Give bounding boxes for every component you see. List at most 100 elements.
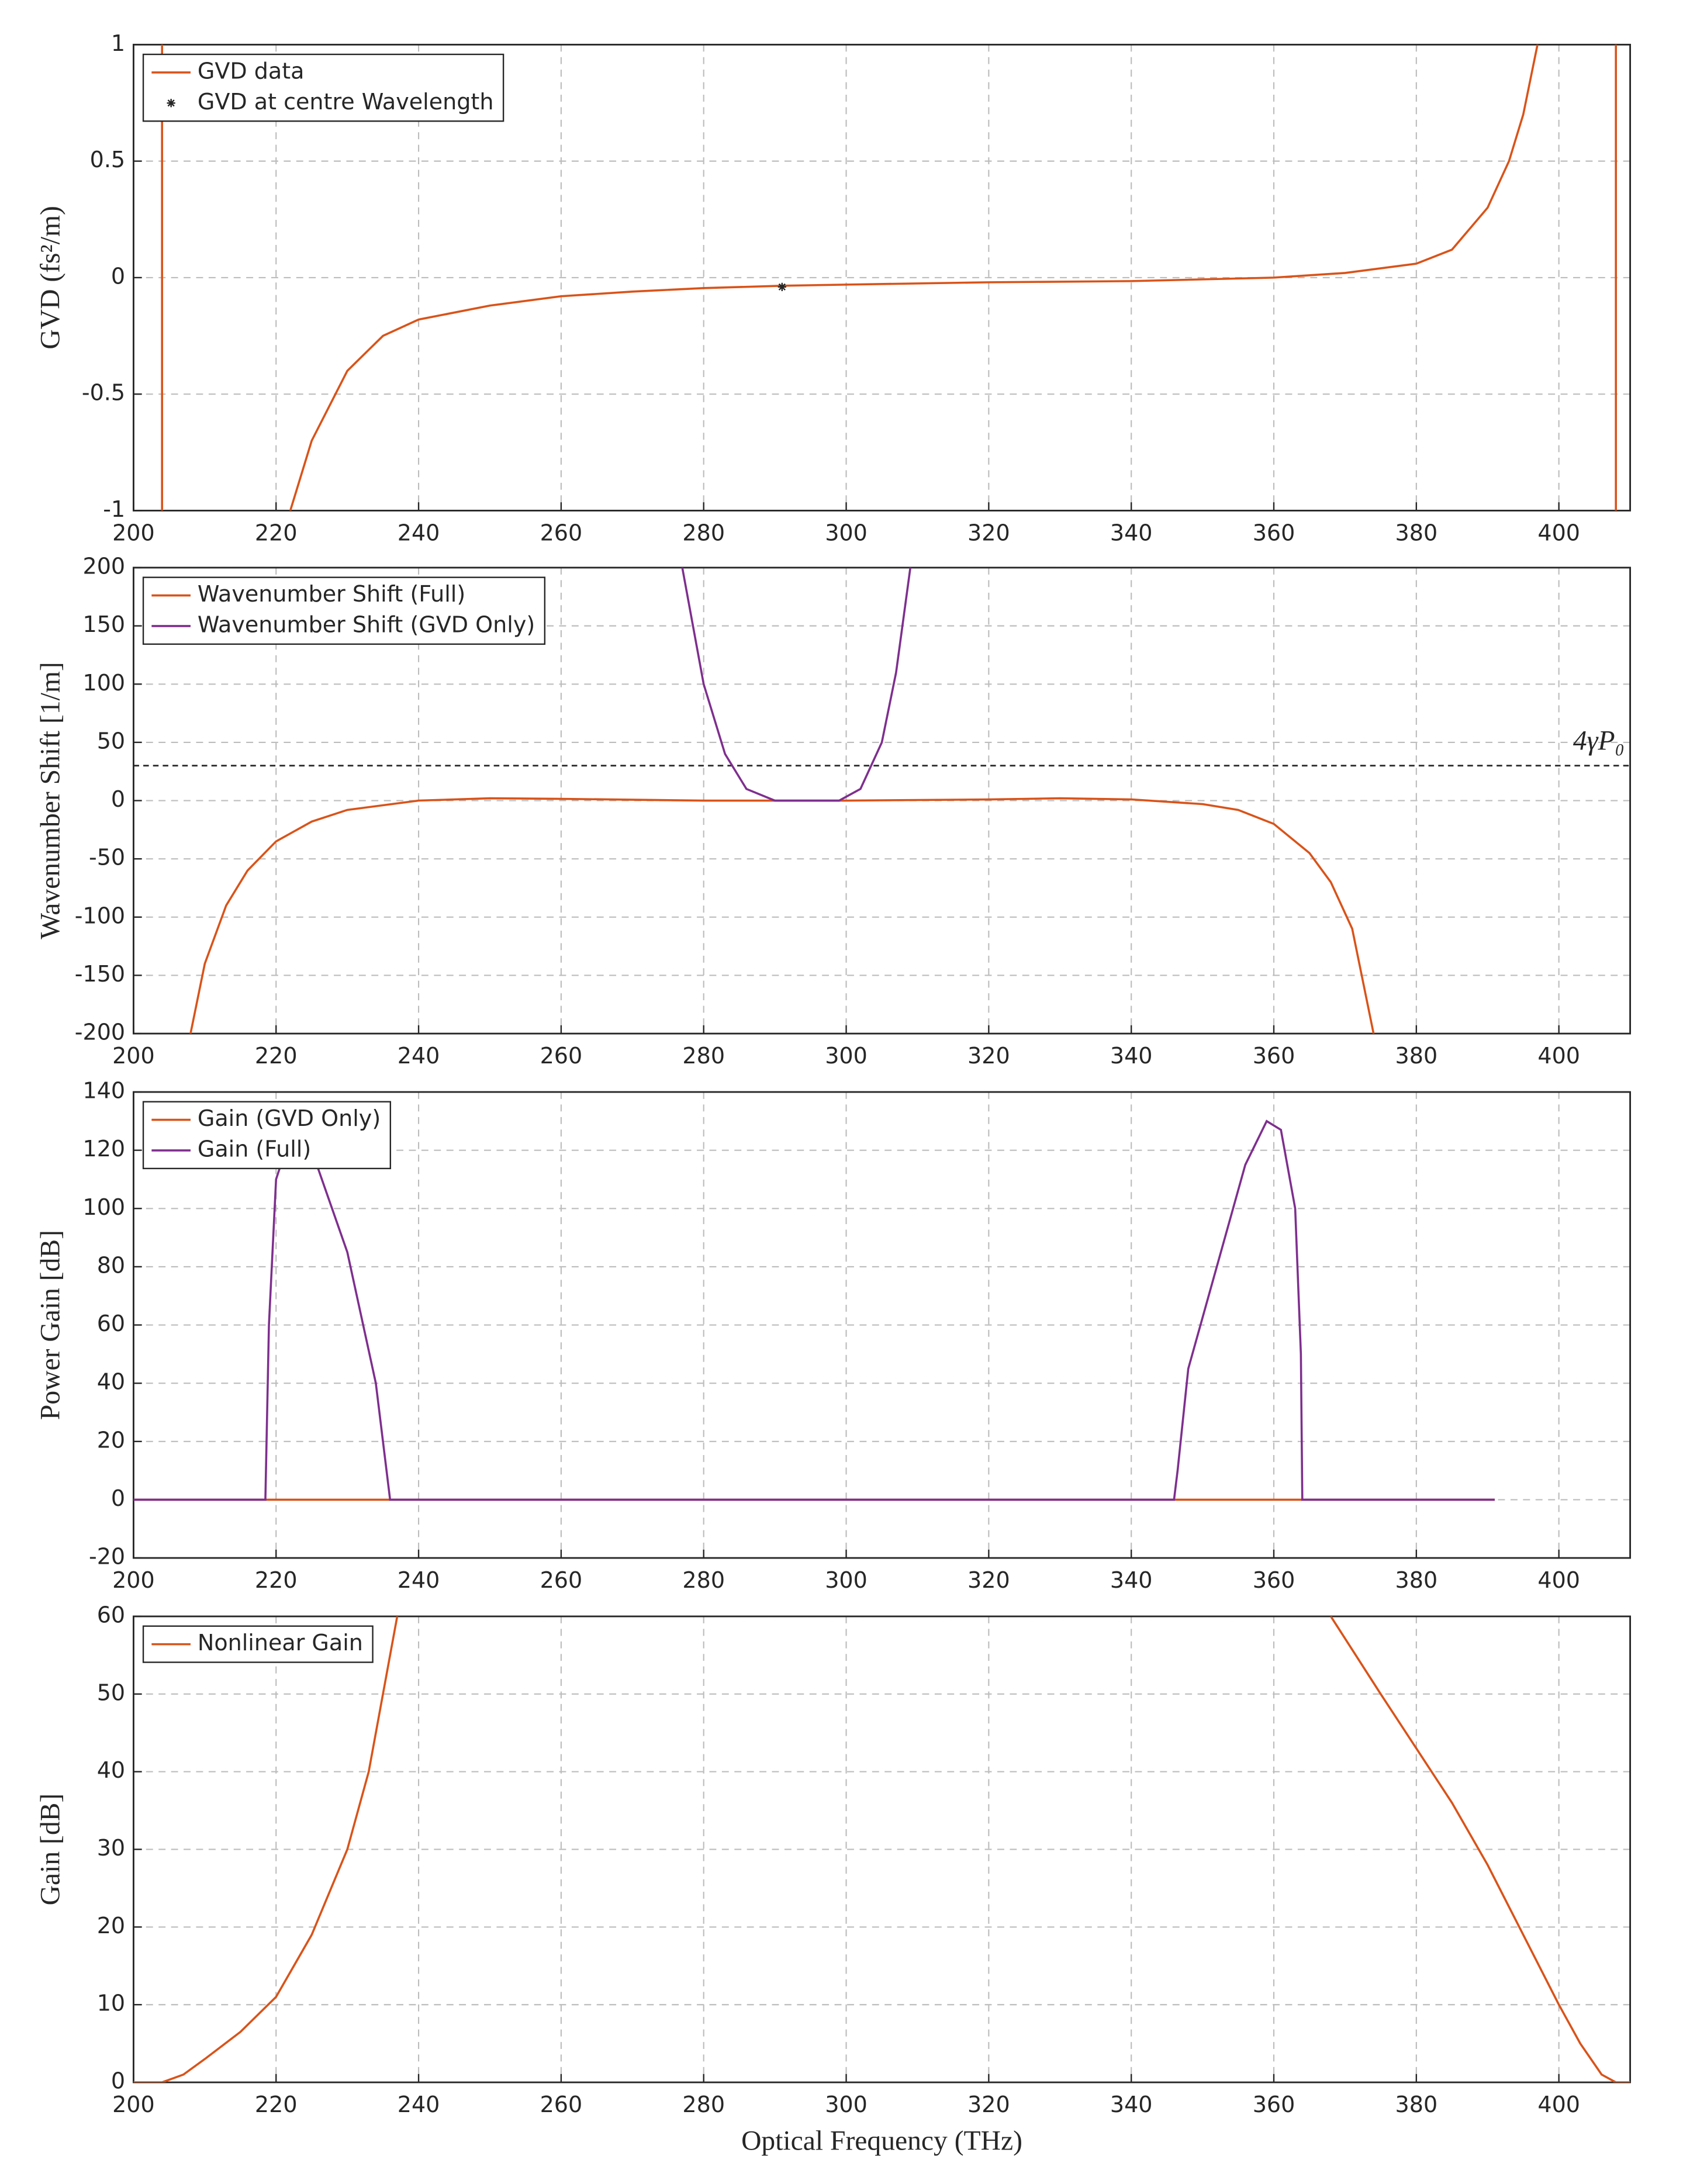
x-axis-label: Optical Frequency (THz) — [741, 2126, 1022, 2157]
legend: Gain (GVD Only) Gain (Full) — [142, 1101, 392, 1170]
plot-frame — [132, 1091, 1632, 1559]
y-tick-label: 20 — [97, 1913, 125, 1938]
legend-label: Gain (GVD Only) — [198, 1105, 381, 1131]
y-tick-label: 0.5 — [90, 147, 126, 172]
x-tick-label: 220 — [255, 1567, 298, 1593]
plot-frame — [132, 566, 1632, 1035]
x-tick-label: 320 — [967, 2092, 1010, 2117]
x-tick-label: 240 — [398, 2092, 440, 2117]
y-tick-label: 140 — [83, 1078, 126, 1104]
y-tick-label: -20 — [89, 1544, 125, 1570]
y-tick-label: 10 — [97, 1991, 125, 2016]
x-tick-label: 280 — [682, 1043, 725, 1069]
plot-frame — [132, 43, 1632, 512]
y-tick-label: -50 — [89, 845, 125, 870]
x-tick-label: 380 — [1395, 520, 1438, 545]
y-tick-label: 50 — [97, 728, 125, 754]
x-tick-label: 400 — [1537, 1043, 1580, 1069]
y-tick-label: 100 — [83, 670, 126, 696]
plot-frame — [132, 1615, 1632, 2083]
y-axis-label: GVD (fs²/m) — [35, 206, 65, 350]
x-tick-label: 200 — [112, 1043, 155, 1069]
x-tick-label: 340 — [1110, 1567, 1153, 1593]
legend-label: GVD data — [198, 58, 305, 84]
y-tick-label: -100 — [75, 903, 125, 928]
y-tick-label: 1 — [111, 30, 125, 56]
x-tick-label: 360 — [1253, 2092, 1295, 2117]
x-tick-label: 200 — [112, 2092, 155, 2117]
x-tick-label: 260 — [540, 1567, 583, 1593]
plot-area — [133, 567, 1630, 1034]
x-tick-label: 300 — [825, 520, 868, 545]
x-tick-label: 320 — [967, 520, 1010, 545]
y-tick-label: 50 — [97, 1680, 125, 1705]
y-tick-label: 0 — [111, 2068, 125, 2094]
y-tick-label: -1 — [103, 496, 125, 522]
x-tick-label: 280 — [682, 520, 725, 545]
y-tick-label: 0 — [111, 786, 125, 812]
threshold-label: 4γP₀ — [1573, 726, 1625, 756]
y-tick-label: 20 — [97, 1427, 125, 1453]
x-tick-label: 200 — [112, 520, 155, 545]
x-tick-label: 240 — [398, 1043, 440, 1069]
y-tick-label: 0 — [111, 1485, 125, 1511]
y-axis-label: Gain [dB] — [35, 1793, 65, 1906]
x-tick-label: 380 — [1395, 2092, 1438, 2117]
panel: 200 220 240 260 280 300 320 340 360 380 400 -200 -15… — [35, 553, 1632, 1069]
x-tick-label: 340 — [1110, 1043, 1153, 1069]
data-line — [133, 1119, 1495, 1501]
data-line — [189, 797, 1375, 1034]
x-tick-label: 360 — [1253, 1567, 1295, 1593]
x-tick-label: 380 — [1395, 1567, 1438, 1593]
x-tick-label: 400 — [1537, 1567, 1580, 1593]
x-tick-label: 240 — [398, 1567, 440, 1593]
y-tick-label: 0 — [111, 263, 125, 289]
plot-area — [133, 1616, 1630, 2083]
x-tick-label: 240 — [398, 520, 440, 545]
x-tick-label: 260 — [540, 2092, 583, 2117]
legend-label: Wavenumber Shift (GVD Only) — [198, 611, 535, 637]
x-tick-label: 260 — [540, 520, 583, 545]
x-tick-label: 400 — [1537, 2092, 1580, 2117]
x-tick-label: 300 — [825, 1043, 868, 1069]
legend-marker — [167, 99, 175, 108]
y-tick-label: -0.5 — [82, 380, 125, 406]
x-tick-label: 340 — [1110, 520, 1153, 545]
legend-box — [142, 1101, 392, 1170]
x-tick-label: 320 — [967, 1567, 1010, 1593]
x-tick-label: 300 — [825, 2092, 868, 2117]
legend-label: Nonlinear Gain — [198, 1630, 363, 1656]
y-axis-label: Power Gain [dB] — [35, 1230, 65, 1420]
legend: GVD data GVD at centre Wavelength — [142, 53, 504, 122]
x-tick-label: 280 — [682, 2092, 725, 2117]
y-tick-label: -150 — [75, 961, 125, 987]
legend-box — [142, 53, 504, 122]
legend: Nonlinear Gain — [142, 1625, 374, 1663]
y-tick-label: 200 — [83, 553, 126, 579]
x-tick-label: 320 — [967, 1043, 1010, 1069]
x-tick-label: 200 — [112, 1567, 155, 1593]
data-line — [133, 1616, 1630, 2083]
y-tick-label: 100 — [83, 1194, 126, 1220]
x-tick-label: 220 — [255, 520, 298, 545]
plot-area — [161, 44, 1617, 511]
y-tick-label: 60 — [97, 1602, 125, 1628]
x-tick-label: 220 — [255, 1043, 298, 1069]
legend-box — [142, 576, 546, 645]
data-line — [681, 567, 912, 802]
panel: 200 220 240 260 280 300 320 340 360 380 400 0 10 20 30… — [35, 1602, 1632, 2157]
panel: 200 220 240 260 280 300 320 340 360 380 400 -20 0 20 4… — [35, 1078, 1632, 1593]
plot-area — [133, 1119, 1495, 1501]
data-marker — [777, 282, 786, 291]
y-tick-label: 60 — [97, 1311, 125, 1336]
x-tick-label: 300 — [825, 1567, 868, 1593]
y-tick-label: 80 — [97, 1252, 125, 1278]
panel: 200 220 240 260 280 300 320 340 360 380 400 -1 -0.5 0… — [35, 30, 1632, 545]
y-tick-label: 40 — [97, 1757, 125, 1783]
x-tick-label: 280 — [682, 1567, 725, 1593]
y-tick-label: -200 — [75, 1020, 125, 1045]
y-tick-label: 120 — [83, 1136, 126, 1162]
x-tick-label: 360 — [1253, 520, 1295, 545]
